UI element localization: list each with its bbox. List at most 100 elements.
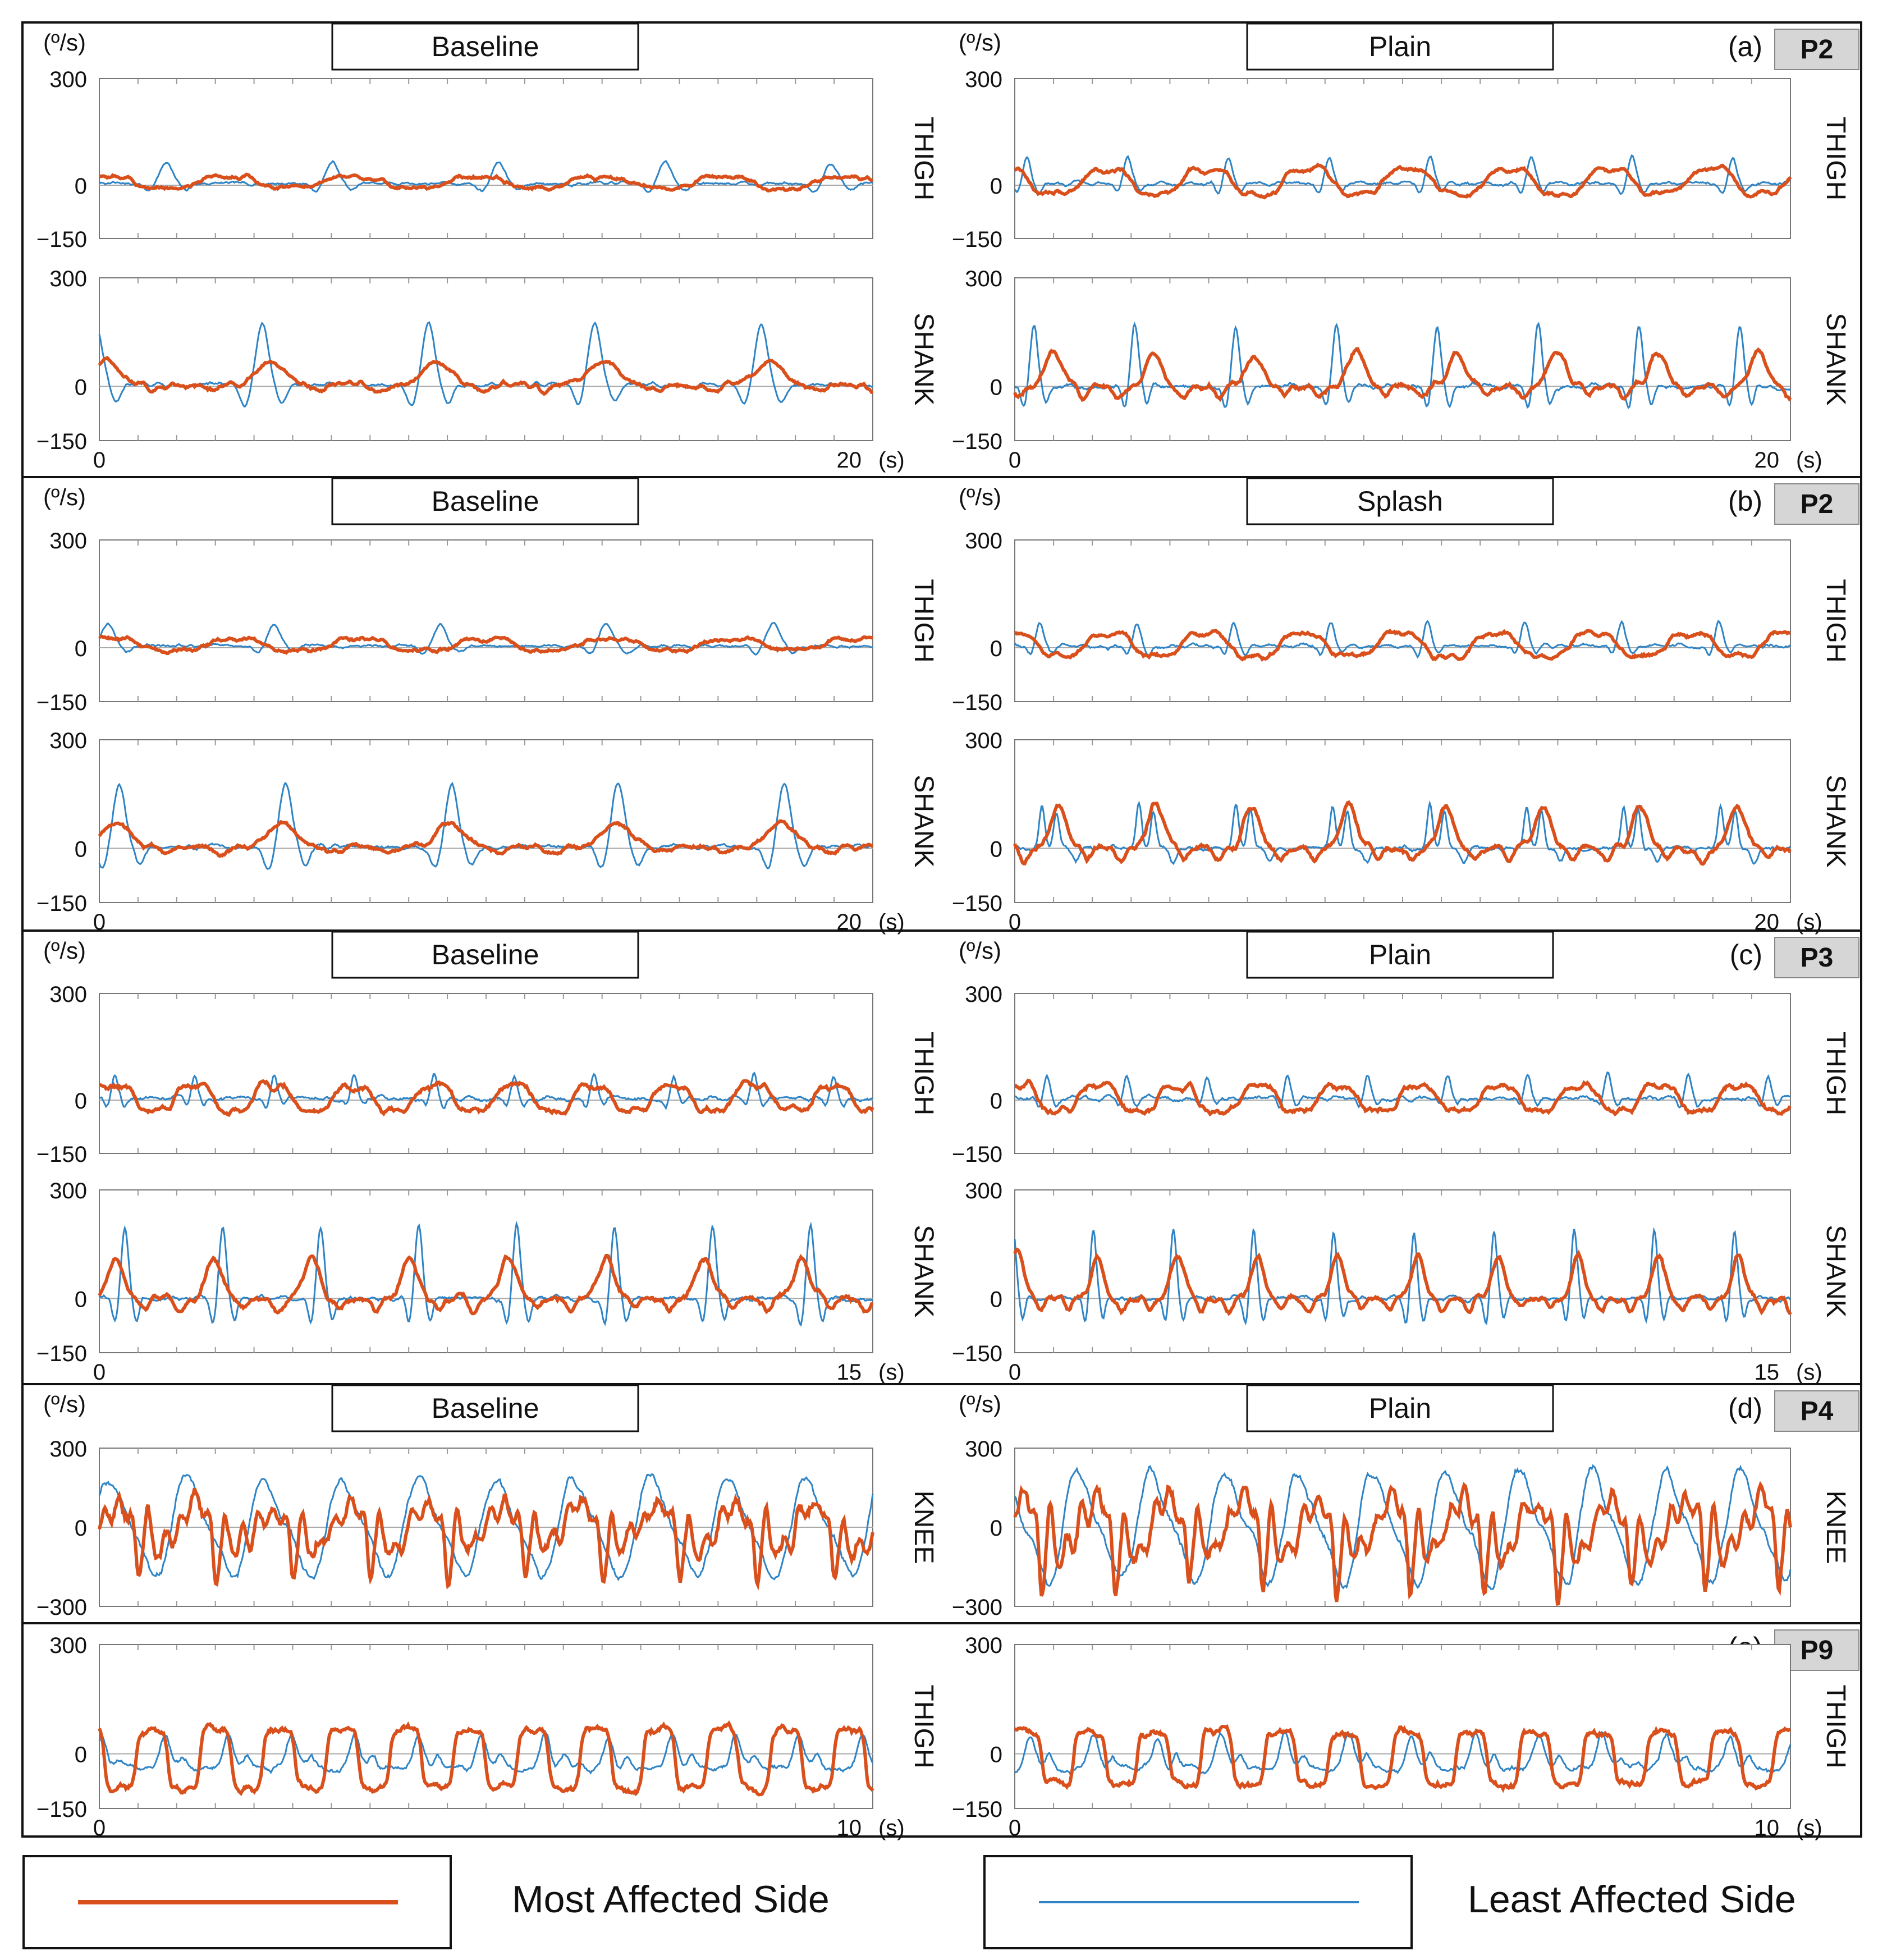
- least-affected-series: [1014, 1071, 1791, 1109]
- x-tick-label: 20: [837, 448, 862, 473]
- x-unit-label: (s): [1796, 1360, 1822, 1385]
- unit-label: (º/s): [43, 484, 86, 510]
- plot-area: [99, 78, 873, 239]
- plot-area: [99, 993, 873, 1154]
- condition-title-box: [331, 22, 639, 71]
- legend-least-affected-box: [983, 1855, 1413, 1949]
- y-tick-label: −300: [952, 1595, 1002, 1620]
- unit-label: (º/s): [959, 29, 1001, 56]
- y-tick-label: 300: [965, 1633, 1002, 1658]
- x-tick-label: 0: [1009, 910, 1021, 935]
- segment-label: KNEE: [909, 1491, 938, 1564]
- unit-label: (º/s): [43, 937, 86, 964]
- segment-label: THIGH: [909, 579, 938, 662]
- x-unit-label: (s): [1796, 448, 1822, 473]
- y-tick-label: 0: [75, 375, 87, 400]
- y-tick-label: 0: [990, 1743, 1002, 1767]
- plot-area: [99, 1189, 873, 1353]
- x-unit-label: (s): [1796, 1816, 1822, 1840]
- y-tick-label: 0: [75, 1743, 87, 1767]
- y-tick-label: −300: [36, 1595, 87, 1620]
- x-tick-label: 0: [1009, 1360, 1021, 1385]
- segment-label: THIGH: [909, 1032, 938, 1115]
- plot-area: [99, 539, 873, 702]
- plot-area: [1014, 277, 1791, 441]
- plot-area: [1014, 993, 1791, 1154]
- participant-label: P3: [1801, 943, 1834, 973]
- most-affected-series: [98, 1487, 874, 1591]
- most-affected-series: [98, 819, 873, 858]
- segment-label: SHANK: [909, 1225, 938, 1317]
- y-tick-label: 300: [965, 267, 1002, 291]
- least-affected-series: [1014, 800, 1791, 865]
- segment-label: THIGH: [1821, 579, 1850, 662]
- x-tick-label: 10: [837, 1816, 862, 1840]
- x-unit-label: (s): [878, 910, 905, 935]
- x-tick-label: 15: [837, 1360, 862, 1385]
- y-tick-label: 300: [49, 67, 87, 92]
- segment-label: THIGH: [909, 1684, 938, 1768]
- y-tick-label: 0: [990, 1516, 1002, 1541]
- panel-letter: (c): [1730, 939, 1762, 970]
- y-tick-label: 0: [990, 837, 1002, 862]
- condition-title: Baseline: [432, 1393, 539, 1424]
- x-tick-label: 20: [837, 910, 862, 935]
- y-tick-label: −150: [952, 690, 1002, 715]
- plot-area: [1014, 539, 1791, 702]
- condition-title: Baseline: [432, 939, 539, 970]
- condition-title-box: [1246, 931, 1554, 979]
- y-tick-label: 300: [965, 729, 1002, 753]
- y-tick-label: −150: [952, 227, 1002, 252]
- y-tick-label: 0: [990, 1287, 1002, 1312]
- panel-letter: (b): [1728, 486, 1762, 517]
- legend-most-affected-line: [78, 1900, 398, 1904]
- y-tick-label: 0: [990, 375, 1002, 400]
- panel-letter: (a): [1728, 31, 1762, 62]
- y-tick-label: 300: [49, 1437, 87, 1462]
- condition-title-box: [1246, 477, 1554, 525]
- most-affected-series: [98, 355, 873, 396]
- most-affected-series: [1013, 800, 1792, 866]
- y-tick-label: −150: [36, 429, 87, 454]
- y-tick-label: 300: [49, 529, 87, 553]
- least-affected-series: [98, 621, 873, 656]
- segment-label: THIGH: [909, 117, 938, 200]
- y-tick-label: 0: [990, 174, 1002, 199]
- segment-label: SHANK: [1821, 1225, 1850, 1317]
- y-tick-label: 300: [965, 529, 1002, 553]
- x-tick-label: 20: [1755, 910, 1780, 935]
- condition-title: Baseline: [432, 486, 539, 517]
- most-affected-series: [1013, 347, 1792, 402]
- unit-label: (º/s): [959, 484, 1001, 510]
- segment-label: THIGH: [1821, 117, 1850, 200]
- least-affected-series: [98, 1473, 874, 1582]
- most-affected-series: [1014, 162, 1792, 200]
- y-tick-label: −150: [36, 690, 87, 715]
- plot-area: [1014, 1189, 1791, 1353]
- y-tick-label: −150: [36, 891, 87, 916]
- most-affected-series: [98, 1720, 874, 1797]
- plot-area: [99, 739, 873, 903]
- least-affected-series: [99, 1071, 873, 1110]
- y-tick-label: 300: [965, 1179, 1002, 1203]
- least-affected-series: [1014, 620, 1791, 659]
- panel-letter: (d): [1728, 1393, 1762, 1424]
- unit-label: (º/s): [959, 1391, 1001, 1417]
- y-tick-label: 0: [75, 1516, 87, 1541]
- plot-area: [1014, 1644, 1791, 1809]
- y-tick-label: 300: [49, 1179, 87, 1203]
- x-unit-label: (s): [878, 1816, 905, 1840]
- condition-title-box: [331, 1384, 639, 1432]
- y-tick-label: −150: [36, 1142, 87, 1167]
- plot-area: [99, 277, 873, 441]
- x-unit-label: (s): [878, 448, 905, 473]
- x-tick-label: 0: [1009, 448, 1021, 473]
- participant-badge: [1774, 937, 1859, 978]
- most-affected-series: [1013, 1481, 1792, 1606]
- y-tick-label: 0: [75, 174, 87, 199]
- condition-title-box: [1246, 22, 1554, 71]
- most-affected-series: [1013, 1247, 1792, 1316]
- x-unit-label: (s): [878, 1360, 905, 1385]
- least-affected-series: [1014, 1730, 1792, 1776]
